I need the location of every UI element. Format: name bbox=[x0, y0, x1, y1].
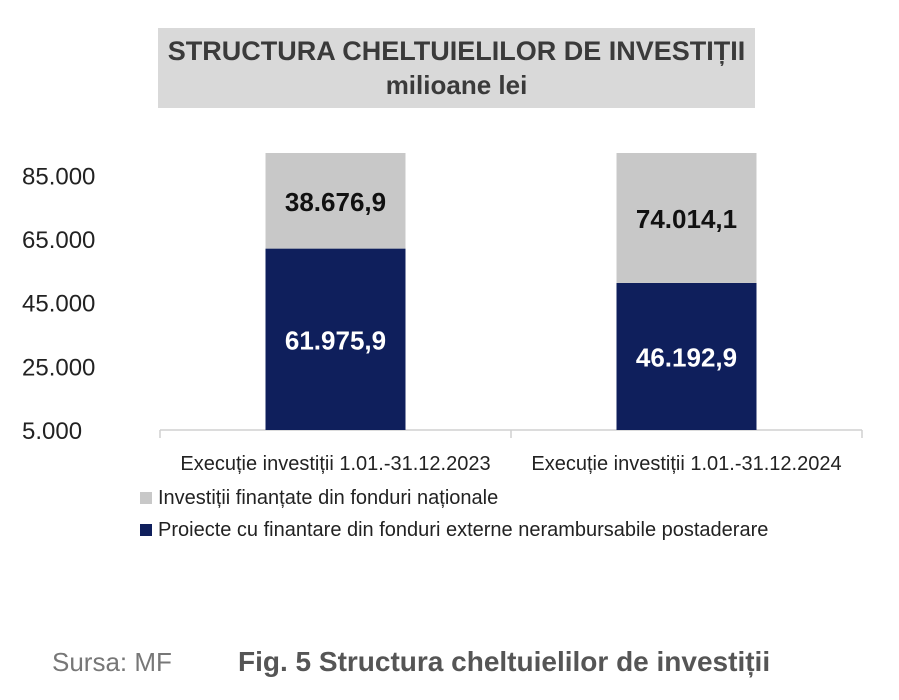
figure-caption: Fig. 5 Structura cheltuielilor de invest… bbox=[238, 646, 771, 677]
data-label: 46.192,9 bbox=[636, 342, 737, 372]
legend-item-national: Investiții finanțate din fonduri naționa… bbox=[140, 482, 768, 514]
legend-item-external: Proiecte cu finantare din fonduri extern… bbox=[140, 514, 768, 546]
y-tick-label: 65.000 bbox=[22, 227, 95, 254]
bar-segment bbox=[616, 282, 757, 430]
legend-label-external: Proiecte cu finantare din fonduri extern… bbox=[158, 518, 769, 541]
figure-footer: Sursa: MF Fig. 5 Structura cheltuielilor… bbox=[52, 640, 872, 684]
chart-title-box: STRUCTURA CHELTUIELILOR DE INVESTIȚII mi… bbox=[158, 28, 755, 108]
data-label: 74.014,1 bbox=[636, 204, 737, 234]
bar-segment bbox=[265, 248, 406, 430]
y-tick-label: 85.000 bbox=[22, 163, 95, 190]
data-label: 38.676,9 bbox=[285, 187, 386, 217]
chart-title: STRUCTURA CHELTUIELILOR DE INVESTIȚII bbox=[167, 36, 746, 66]
legend-label-national: Investiții finanțate din fonduri naționa… bbox=[158, 486, 499, 509]
x-category-label: Execuție investiții 1.01.-31.12.2023 bbox=[180, 453, 490, 475]
stacked-bar-chart: 5.000 25.000 45.000 65.000 85.000 61.975,9 38.… bbox=[22, 153, 863, 475]
bar-segment bbox=[265, 153, 406, 249]
source-note: Sursa: MF bbox=[52, 646, 172, 677]
x-category-label: Execuție investiții 1.01.-31.12.2024 bbox=[531, 453, 841, 475]
bar-segment bbox=[616, 153, 757, 283]
y-tick-label: 25.000 bbox=[22, 354, 95, 381]
y-tick-label: 45.000 bbox=[22, 291, 95, 318]
chart-subtitle: milioane lei bbox=[385, 70, 528, 100]
chart-legend: Investiții finanțate din fonduri naționa… bbox=[140, 482, 768, 546]
legend-swatch-external bbox=[140, 524, 152, 536]
legend-swatch-national bbox=[140, 492, 152, 504]
data-label: 61.975,9 bbox=[285, 325, 386, 355]
y-tick-label: 5.000 bbox=[22, 418, 82, 445]
